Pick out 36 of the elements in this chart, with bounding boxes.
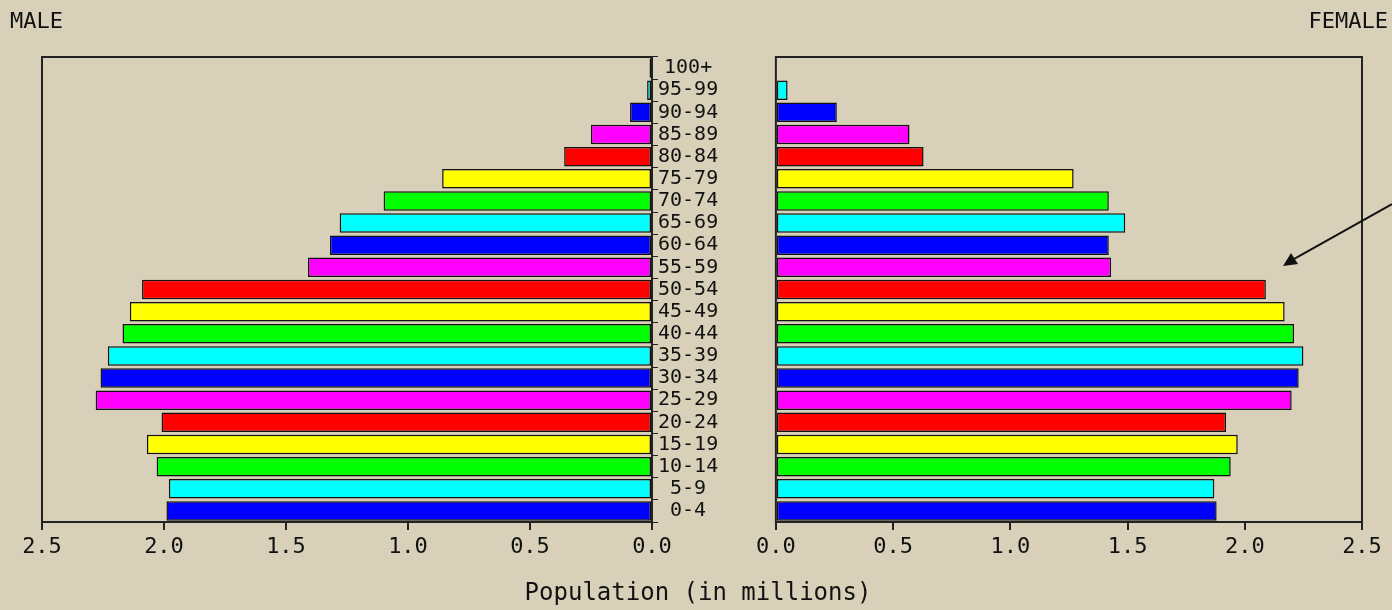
- y-tick-label: 90-94: [657, 98, 719, 123]
- x-tick-label: 2.5: [1342, 532, 1382, 558]
- y-tick-label: 0-4: [670, 497, 707, 522]
- x-axis-title: Population (in millions): [524, 578, 872, 606]
- y-tick-label: 70-74: [657, 187, 719, 212]
- x-tick-label: 2.0: [1224, 532, 1265, 558]
- y-tick-label: 50-54: [657, 275, 719, 300]
- y-tick-label: 40-44: [657, 319, 719, 344]
- y-tick-label: 80-84: [657, 142, 719, 167]
- y-tick-label: 95-99: [657, 76, 719, 101]
- x-tick-label: 0.0: [755, 532, 796, 558]
- y-tick-label: 65-69: [657, 209, 719, 234]
- y-tick-label: 60-64: [657, 231, 719, 256]
- y-tick-label: 55-59: [657, 253, 719, 278]
- y-tick-label: 45-49: [657, 297, 719, 322]
- chart-title: MALE: [10, 8, 63, 33]
- x-tick-label: 1.0: [990, 532, 1031, 558]
- x-tick-label: 0.5: [873, 532, 913, 558]
- y-tick-label: 35-39: [657, 342, 719, 367]
- y-tick-label: 100+: [664, 54, 713, 79]
- x-tick-label: 2.0: [144, 532, 184, 558]
- x-tick-label: 2.5: [22, 532, 62, 558]
- y-tick-label: 20-24: [657, 408, 719, 433]
- y-tick-label: 85-89: [657, 120, 719, 145]
- y-tick-label: 10-14: [657, 452, 719, 477]
- y-tick-label: 15-19: [657, 430, 719, 455]
- y-tick-label: 25-29: [657, 386, 719, 411]
- chart-title: FEMALE: [1308, 8, 1388, 33]
- y-tick-label: 5-9: [670, 474, 707, 499]
- y-tick-label: 75-79: [657, 164, 719, 189]
- x-tick-label: 1.5: [1107, 532, 1148, 558]
- x-tick-label: 0.0: [632, 532, 672, 558]
- x-tick-label: 1.0: [388, 532, 428, 558]
- y-tick-label: 30-34: [657, 364, 719, 389]
- x-tick-label: 1.5: [266, 532, 306, 558]
- x-tick-label: 0.5: [510, 532, 550, 558]
